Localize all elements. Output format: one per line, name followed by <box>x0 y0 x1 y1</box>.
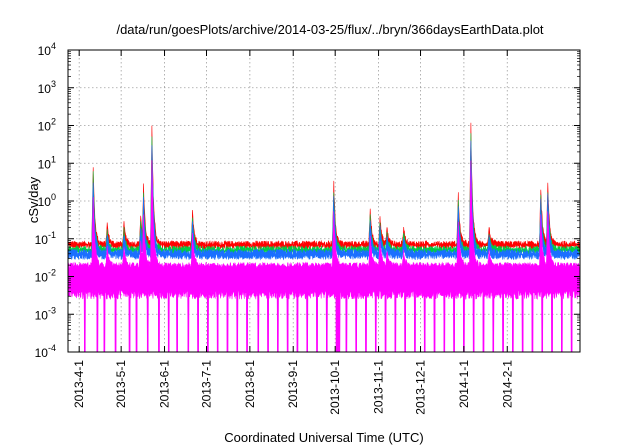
x-axis-ticks: 2013-4-1 2013-5-1 2013-6-1 2013-7-1 2013-8-1… <box>72 50 514 415</box>
x-tick-label: 2013-10-1 <box>328 360 342 415</box>
x-tick-label: 2013-8-1 <box>243 360 257 408</box>
chart-title: /data/run/goesPlots/archive/2014-03-25/f… <box>116 22 543 37</box>
x-tick-label: 2013-4-1 <box>72 360 86 408</box>
y-tick-label: 102 <box>38 117 56 134</box>
x-tick-label: 2013-6-1 <box>158 360 172 408</box>
x-tick-label: 2013-9-1 <box>286 360 300 408</box>
y-tick-label: 101 <box>38 154 56 171</box>
plot-area <box>67 122 581 353</box>
x-tick-label: 2014-2-1 <box>500 360 514 408</box>
x-tick-label: 2013-11-1 <box>372 360 386 414</box>
y-tick-label: 10-3 <box>35 305 56 322</box>
y-axis-label: cSv/day <box>26 176 41 223</box>
y-tick-label: 10-4 <box>35 343 56 360</box>
x-tick-label: 2014-1-1 <box>457 360 471 408</box>
y-tick-label: 103 <box>38 79 56 96</box>
x-tick-label: 2013-12-1 <box>414 360 428 415</box>
x-axis-label: Coordinated Universal Time (UTC) <box>224 430 423 445</box>
y-tick-label: 10-2 <box>35 268 56 285</box>
y-tick-label: 100 <box>38 192 56 209</box>
y-tick-label: 104 <box>38 41 56 58</box>
y-axis-ticks: 10-4 10-3 10-2 10-1 100 101 102 103 104 <box>35 41 580 360</box>
x-tick-label: 2013-7-1 <box>199 360 213 408</box>
x-tick-label: 2013-5-1 <box>114 360 128 408</box>
y-tick-label: 10-1 <box>35 230 56 247</box>
